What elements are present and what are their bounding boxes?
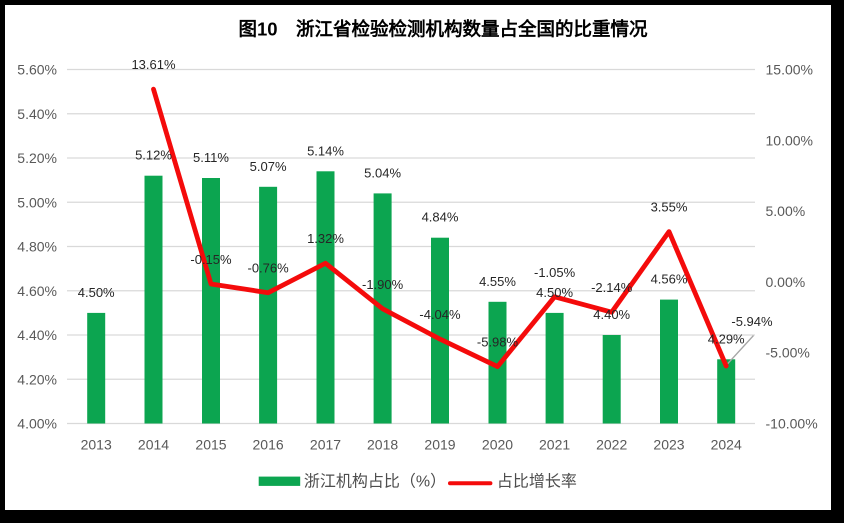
svg-text:-5.98%: -5.98% bbox=[477, 335, 519, 350]
svg-text:4.55%: 4.55% bbox=[479, 274, 516, 289]
svg-text:浙江机构占比（%）: 浙江机构占比（%） bbox=[304, 473, 446, 491]
svg-text:2022: 2022 bbox=[596, 437, 627, 453]
svg-text:-1.90%: -1.90% bbox=[362, 277, 404, 292]
svg-text:2016: 2016 bbox=[253, 437, 284, 453]
svg-text:4.50%: 4.50% bbox=[78, 285, 115, 300]
svg-text:2021: 2021 bbox=[539, 437, 570, 453]
svg-text:5.12%: 5.12% bbox=[135, 148, 172, 163]
svg-text:2014: 2014 bbox=[138, 437, 169, 453]
svg-text:5.60%: 5.60% bbox=[17, 62, 57, 78]
svg-text:1.32%: 1.32% bbox=[307, 231, 344, 246]
svg-text:5.14%: 5.14% bbox=[307, 143, 344, 158]
svg-text:5.07%: 5.07% bbox=[250, 159, 287, 174]
svg-text:-0.76%: -0.76% bbox=[247, 261, 289, 276]
svg-text:-2.14%: -2.14% bbox=[591, 280, 633, 295]
svg-text:-5.94%: -5.94% bbox=[731, 314, 773, 329]
svg-text:5.00%: 5.00% bbox=[766, 203, 806, 219]
svg-text:占比增长率: 占比增长率 bbox=[497, 473, 577, 491]
svg-text:2024: 2024 bbox=[711, 437, 742, 453]
svg-text:5.40%: 5.40% bbox=[17, 106, 57, 122]
svg-text:2015: 2015 bbox=[195, 437, 226, 453]
svg-text:5.20%: 5.20% bbox=[17, 150, 57, 166]
svg-text:15.00%: 15.00% bbox=[766, 62, 813, 78]
svg-text:4.29%: 4.29% bbox=[708, 331, 745, 346]
svg-text:图10 浙江省检验检测机构数量占全国的比重情况: 图10 浙江省检验检测机构数量占全国的比重情况 bbox=[238, 19, 648, 40]
svg-text:2023: 2023 bbox=[653, 437, 684, 453]
svg-text:4.20%: 4.20% bbox=[17, 371, 57, 387]
svg-text:4.40%: 4.40% bbox=[593, 307, 630, 322]
svg-text:2020: 2020 bbox=[482, 437, 513, 453]
svg-text:2017: 2017 bbox=[310, 437, 341, 453]
svg-text:4.60%: 4.60% bbox=[17, 283, 57, 299]
svg-text:-4.04%: -4.04% bbox=[419, 307, 461, 322]
svg-text:10.00%: 10.00% bbox=[766, 132, 813, 148]
svg-text:4.56%: 4.56% bbox=[651, 272, 688, 287]
svg-text:2013: 2013 bbox=[81, 437, 112, 453]
svg-text:4.80%: 4.80% bbox=[17, 239, 57, 255]
svg-text:2018: 2018 bbox=[367, 437, 398, 453]
svg-text:5.04%: 5.04% bbox=[364, 165, 401, 180]
svg-text:0.00%: 0.00% bbox=[766, 274, 806, 290]
svg-text:-5.00%: -5.00% bbox=[766, 345, 810, 361]
svg-text:4.50%: 4.50% bbox=[536, 285, 573, 300]
svg-text:2019: 2019 bbox=[424, 437, 455, 453]
svg-text:5.00%: 5.00% bbox=[17, 194, 57, 210]
svg-text:13.61%: 13.61% bbox=[131, 57, 176, 72]
svg-text:-0.15%: -0.15% bbox=[190, 252, 232, 267]
svg-text:3.55%: 3.55% bbox=[651, 200, 688, 215]
svg-text:-10.00%: -10.00% bbox=[766, 416, 818, 432]
svg-text:5.11%: 5.11% bbox=[193, 150, 229, 165]
svg-text:4.40%: 4.40% bbox=[17, 327, 57, 343]
svg-text:4.84%: 4.84% bbox=[422, 210, 459, 225]
svg-text:-1.05%: -1.05% bbox=[534, 265, 576, 280]
svg-text:4.00%: 4.00% bbox=[17, 416, 57, 432]
